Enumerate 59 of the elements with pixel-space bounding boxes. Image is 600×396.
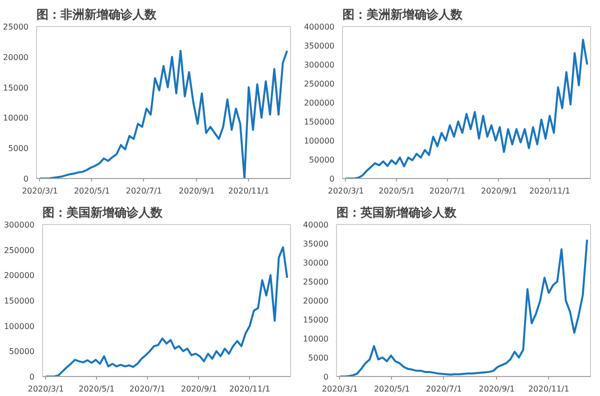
x-tick-label: 2020/7/1 bbox=[429, 186, 466, 196]
y-tick-label: 50000 bbox=[9, 347, 35, 356]
y-tick-label: 15000 bbox=[3, 83, 29, 92]
line-series bbox=[44, 246, 288, 376]
x-tick-label: 2020/9/1 bbox=[478, 384, 515, 394]
y-tick-label: 0 bbox=[23, 174, 29, 184]
y-tick-label: 30000 bbox=[303, 258, 329, 268]
y-tick-label: 0 bbox=[323, 372, 329, 382]
y-tick-label: 5000 bbox=[308, 354, 328, 362]
y-tick-label: 20000 bbox=[3, 52, 29, 62]
line-series bbox=[344, 38, 588, 178]
y-tick-label: 50000 bbox=[309, 156, 335, 164]
x-tick-label: 2020/11/1 bbox=[228, 186, 270, 196]
y-tick-label: 100000 bbox=[4, 322, 35, 331]
y-tick-label: 150000 bbox=[4, 296, 35, 306]
y-tick-label: 250000 bbox=[4, 246, 35, 255]
y-tick-label: 350000 bbox=[304, 42, 335, 50]
y-tick-label: 100000 bbox=[304, 136, 335, 146]
y-tick-label: 300000 bbox=[304, 60, 335, 70]
x-tick-label: 2020/9/1 bbox=[480, 186, 517, 196]
line-series bbox=[38, 50, 288, 178]
chart-title: 图：美洲新增确诊人数 bbox=[342, 8, 464, 22]
y-tick-label: 5000 bbox=[8, 144, 28, 154]
y-tick-label: 20000 bbox=[303, 296, 329, 306]
y-tick-label: 10000 bbox=[303, 334, 329, 344]
y-tick-label: 150000 bbox=[304, 118, 335, 126]
x-tick-label: 2020/9/1 bbox=[180, 384, 217, 394]
y-tick-label: 200000 bbox=[304, 98, 335, 108]
chart-title: 图：非洲新增确诊人数 bbox=[36, 8, 158, 22]
x-tick-label: 2020/3/1 bbox=[28, 384, 64, 394]
x-tick-label: 2020/3/1 bbox=[328, 186, 364, 196]
y-tick-label: 200000 bbox=[4, 271, 35, 280]
y-tick-label: 250000 bbox=[304, 80, 335, 88]
y-tick-label: 25000 bbox=[303, 278, 329, 286]
x-tick-label: 2020/5/1 bbox=[78, 384, 115, 394]
x-tick-label: 2020/5/1 bbox=[74, 186, 110, 196]
x-tick-label: 2020/11/1 bbox=[229, 384, 270, 394]
y-tick-label: 25000 bbox=[3, 22, 29, 32]
x-tick-label: 2020/7/1 bbox=[129, 384, 166, 394]
chart-title: 图：英国新增确诊人数 bbox=[336, 206, 458, 220]
x-tick-label: 2020/5/1 bbox=[378, 186, 415, 196]
x-tick-label: 2020/3/1 bbox=[22, 186, 58, 196]
y-tick-label: 40000 bbox=[303, 220, 329, 230]
y-tick-label: 15000 bbox=[303, 316, 329, 324]
line-series bbox=[338, 238, 588, 376]
x-tick-label: 2020/9/1 bbox=[178, 186, 215, 196]
x-tick-label: 2020/5/1 bbox=[374, 384, 410, 394]
x-tick-label: 2020/3/1 bbox=[322, 384, 358, 394]
y-tick-label: 0 bbox=[329, 174, 335, 184]
x-tick-label: 2020/11/1 bbox=[529, 186, 570, 196]
y-tick-label: 10000 bbox=[3, 114, 29, 123]
x-tick-label: 2020/7/1 bbox=[426, 384, 462, 394]
y-tick-label: 35000 bbox=[303, 240, 329, 248]
x-tick-label: 2020/11/1 bbox=[528, 384, 570, 394]
chart-title: 图：美国新增确诊人数 bbox=[42, 206, 164, 220]
x-tick-label: 2020/7/1 bbox=[126, 186, 162, 196]
y-tick-label: 0 bbox=[29, 372, 35, 382]
y-tick-label: 400000 bbox=[304, 22, 335, 32]
y-tick-label: 300000 bbox=[4, 220, 35, 230]
